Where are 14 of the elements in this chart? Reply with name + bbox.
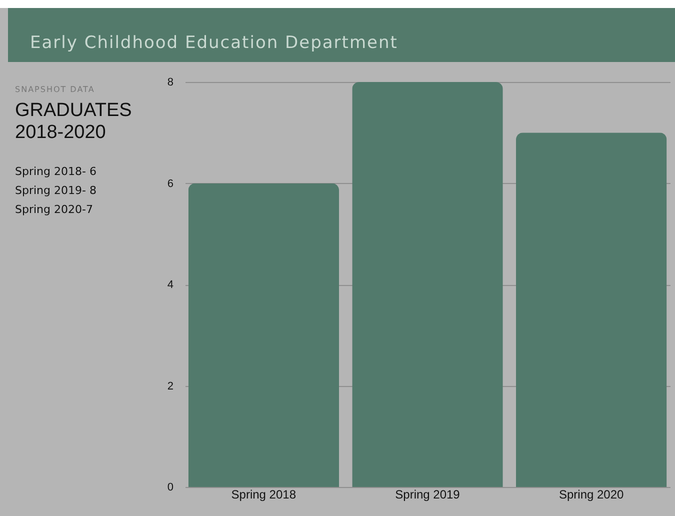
x-tick-label: Spring 2019 <box>395 488 460 502</box>
chart-title: Early Childhood Education Department <box>8 8 675 62</box>
y-tick-label: 4 <box>167 279 174 291</box>
y-tick-label: 0 <box>167 482 174 494</box>
x-tick-label: Spring 2020 <box>558 488 624 502</box>
x-tick-label: Spring 2018 <box>231 488 296 502</box>
text: SNAPSHOT DATA <box>15 85 96 94</box>
text: GRADUATES 2018-2020 <box>15 100 133 144</box>
text: Spring 2019- 8 <box>15 183 98 199</box>
y-tick-label: 6 <box>167 178 174 190</box>
y-tick-label: 2 <box>167 380 174 392</box>
text: Spring 2018- 6 <box>15 164 98 180</box>
text: Spring 2020-7 <box>15 202 94 218</box>
y-tick-label: 8 <box>167 76 174 88</box>
